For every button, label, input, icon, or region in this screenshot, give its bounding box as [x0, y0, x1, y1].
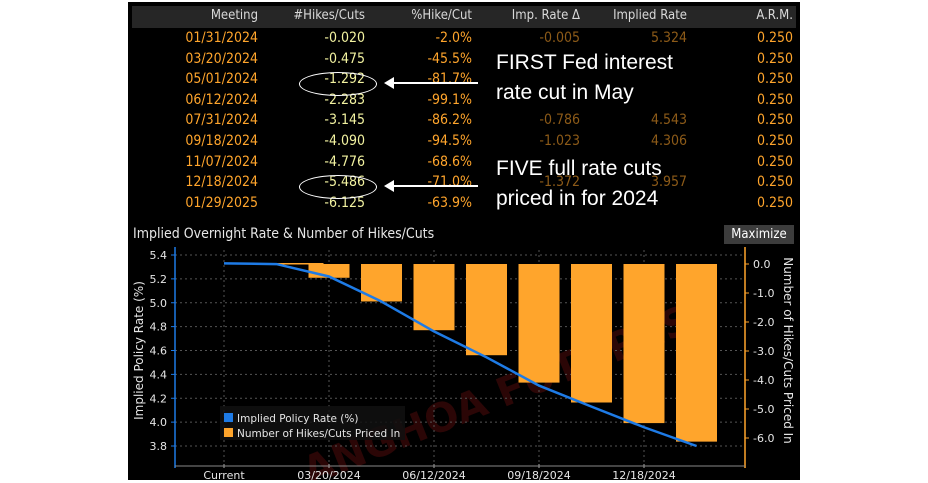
column-header-pct-hike-cut[interactable]: %Hike/Cut	[411, 8, 472, 23]
legend-label: Implied Policy Rate (%)	[237, 413, 358, 425]
column-header-implied-rate[interactable]: Implied Rate	[613, 8, 687, 23]
cell-meeting: 09/18/2024	[185, 133, 258, 149]
left-tick-label: 4.2	[150, 392, 168, 405]
column-header-imp-rate-delta[interactable]: Imp. Rate Δ	[511, 8, 580, 23]
left-tick-label: 5.4	[150, 249, 168, 262]
cell-hikes-cuts: -4.776	[324, 153, 365, 170]
right-tick-label: -5.0	[753, 403, 774, 416]
left-axis-label: Implied Policy Rate (%)	[132, 281, 146, 420]
chart-title: Implied Overnight Rate & Number of Hikes…	[133, 226, 435, 242]
x-tick-label: Current	[203, 469, 245, 480]
annotation-line: rate cut in May	[496, 81, 634, 104]
cell-hikes-cuts: -0.475	[324, 50, 365, 67]
cell-arm: 0.250	[756, 30, 793, 46]
bar	[518, 264, 560, 383]
legend-swatch	[224, 413, 233, 422]
bloomberg-panel: Meeting #Hikes/Cuts %Hike/Cut Imp. Rate Δ Im…	[128, 2, 800, 480]
column-header-meeting[interactable]: Meeting	[210, 8, 258, 23]
right-tick-label: -6.0	[753, 432, 774, 445]
cell-pct-hike-cut: -94.5%	[427, 133, 472, 149]
cell-meeting: 01/29/2025	[185, 194, 258, 211]
cell-imp-rate-delta: -1.372	[539, 174, 580, 191]
right-tick-label: -4.0	[753, 374, 774, 387]
legend-box	[220, 406, 405, 440]
left-tick-label: 4.4	[150, 368, 168, 381]
annotation-line: FIVE full rate cuts	[496, 157, 662, 180]
x-tick-label: 06/12/2024	[402, 469, 465, 480]
cell-hikes-cuts: -0.020	[324, 30, 365, 46]
highlight-oval-december	[299, 175, 377, 199]
x-tick-label: 12/18/2024	[612, 469, 675, 480]
cell-implied-rate: 3.957	[650, 174, 687, 191]
legend-label: Number of Hikes/Cuts Priced In	[237, 428, 400, 440]
annotation-line: priced in for 2024	[496, 187, 659, 210]
annotation-first-cut: FIRST Fed interest rate cut in May	[496, 48, 673, 108]
arrow-left-icon	[384, 77, 478, 89]
right-tick-label: -2.0	[753, 316, 774, 329]
arrow-left-icon	[384, 180, 478, 192]
cell-implied-rate: 5.324	[650, 30, 687, 46]
chart-svg: ANGHOA FUTURES5.45.25.04.84.64.44.24.03.…	[132, 247, 795, 480]
right-tick-label: 0.0	[753, 258, 771, 271]
cell-meeting: 03/20/2024	[185, 50, 258, 67]
left-tick-label: 3.8	[150, 440, 168, 453]
cell-pct-hike-cut: -86.2%	[427, 112, 472, 129]
cell-meeting: 06/12/2024	[185, 91, 258, 108]
annotation-five-cuts: FIVE full rate cuts priced in for 2024	[496, 154, 662, 214]
cell-hikes-cuts: -4.090	[324, 133, 365, 149]
annotation-line: FIRST Fed interest	[496, 51, 674, 74]
maximize-button[interactable]: Maximize	[724, 225, 794, 244]
legend-swatch	[224, 428, 233, 437]
cell-arm: 0.250	[756, 50, 793, 67]
bar	[676, 264, 717, 442]
right-tick-label: -1.0	[753, 287, 774, 300]
cell-implied-rate: 4.306	[650, 133, 687, 149]
cell-pct-hike-cut: -99.1%	[427, 91, 472, 108]
implied-rate-line	[223, 262, 697, 448]
cell-pct-hike-cut: -68.6%	[427, 153, 472, 170]
bar	[623, 264, 665, 424]
left-tick-label: 4.6	[150, 345, 168, 358]
wirp-table: Meeting #Hikes/Cuts %Hike/Cut Imp. Rate Δ Im…	[128, 2, 800, 218]
cell-meeting: 05/01/2024	[185, 71, 258, 88]
cell-arm: 0.250	[756, 153, 793, 170]
cell-hikes-cuts: -3.145	[324, 112, 365, 129]
right-tick-label: -3.0	[753, 345, 774, 358]
highlight-oval-may	[299, 72, 377, 96]
bar	[466, 264, 507, 356]
right-axis-label: Number of Hikes/Cuts Priced In	[781, 257, 795, 444]
left-tick-label: 4.8	[150, 321, 168, 334]
legend: Implied Policy Rate (%) Number of Hikes/C…	[220, 406, 405, 440]
left-tick-label: 4.0	[150, 416, 168, 429]
cell-imp-rate-delta: -1.023	[539, 133, 580, 149]
cell-meeting: 07/31/2024	[185, 112, 258, 129]
cell-meeting: 11/07/2024	[185, 153, 258, 170]
cell-meeting: 12/18/2024	[185, 174, 258, 191]
table-header-bar	[132, 6, 796, 28]
x-tick-label: 03/20/2024	[297, 469, 360, 480]
bar	[571, 264, 612, 403]
cell-arm: 0.250	[756, 133, 793, 149]
cell-arm: 0.250	[756, 112, 793, 129]
cell-imp-rate-delta: -0.005	[539, 30, 580, 46]
x-tick-label: 09/18/2024	[507, 469, 570, 480]
cell-arm: 0.250	[756, 194, 793, 211]
bar	[413, 264, 455, 331]
column-header-hikes-cuts[interactable]: #Hikes/Cuts	[293, 8, 365, 23]
cell-arm: 0.250	[756, 91, 793, 108]
cell-imp-rate-delta: -0.786	[539, 112, 580, 129]
cell-meeting: 01/31/2024	[185, 30, 258, 46]
cell-pct-hike-cut: -2.0%	[435, 30, 472, 46]
cell-implied-rate: 4.543	[650, 112, 687, 129]
cell-pct-hike-cut: -63.9%	[427, 194, 472, 211]
cell-arm: 0.250	[756, 174, 793, 191]
left-tick-label: 5.0	[150, 297, 168, 310]
left-tick-label: 5.2	[150, 273, 168, 286]
cell-pct-hike-cut: -45.5%	[427, 50, 472, 67]
column-header-arm[interactable]: A.R.M.	[756, 8, 793, 23]
cell-arm: 0.250	[756, 71, 793, 88]
